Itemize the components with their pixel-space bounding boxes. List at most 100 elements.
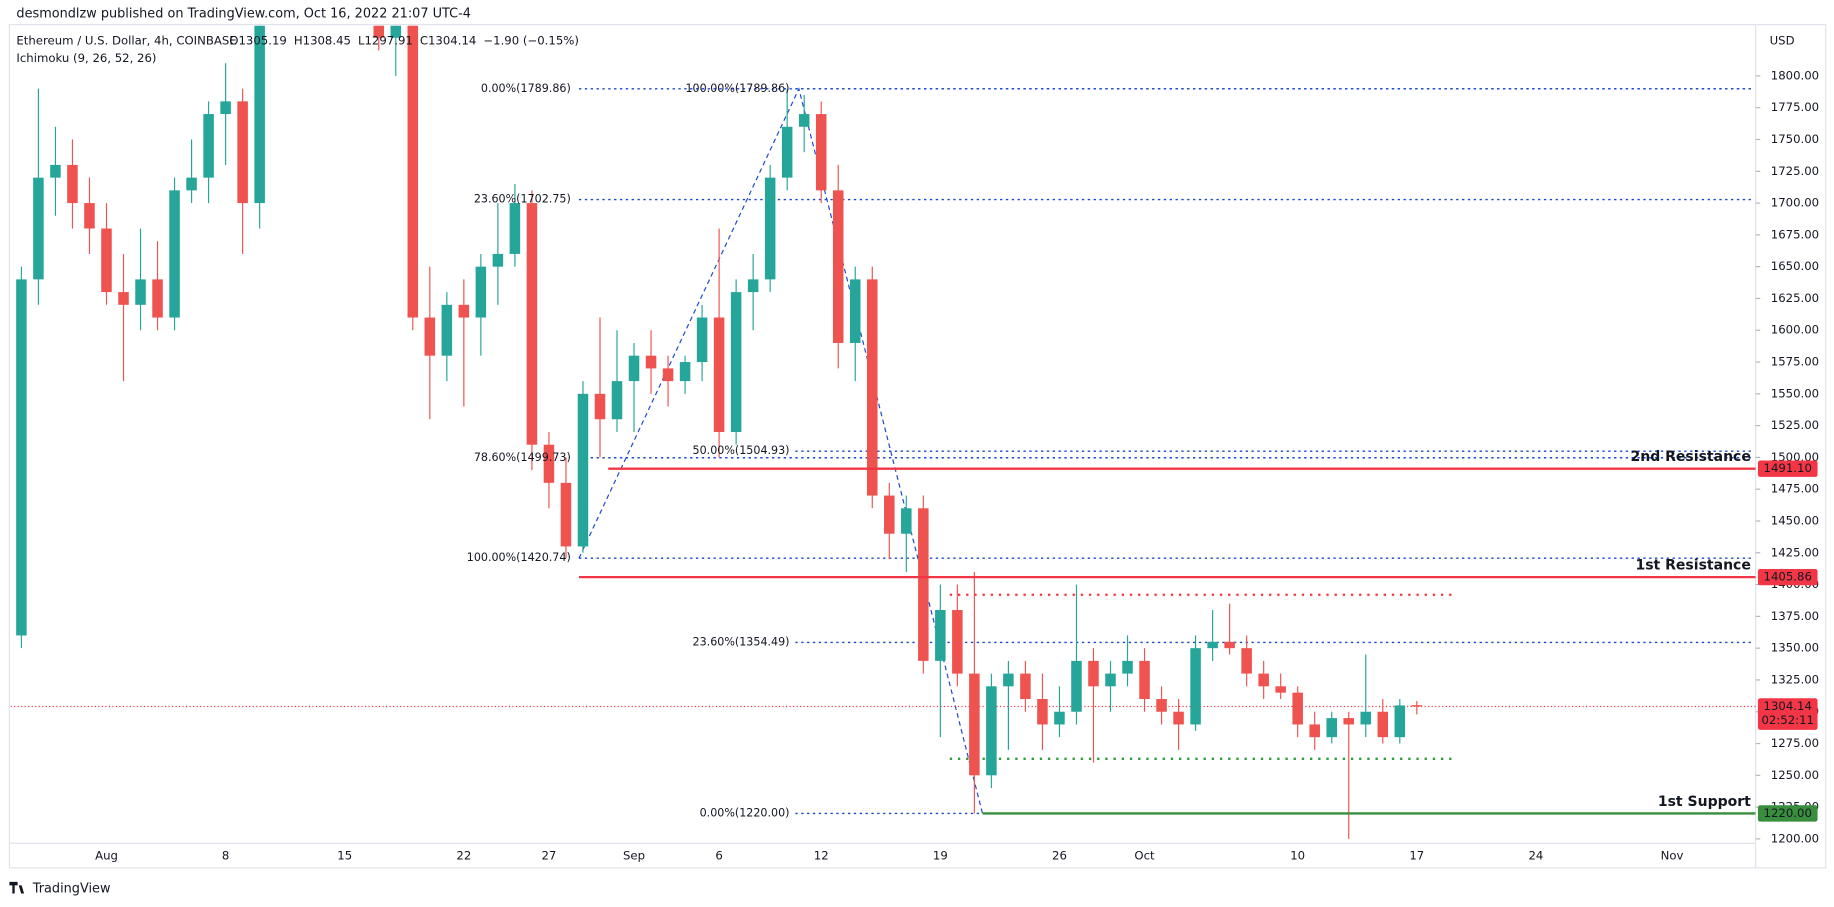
candle-body [1292,692,1303,725]
candle-body [679,362,691,382]
x-tick-label: 6 [715,849,722,863]
candle-body [662,368,674,382]
y-tick-label: 1200.00 [1771,831,1819,845]
candle-body [118,292,129,305]
y-tick-label: 1500.00 [1771,450,1819,464]
price-tag-label: 1491.10 [1764,461,1812,475]
candle-body [237,101,248,204]
candle-body [1275,686,1286,693]
x-tick-label: Aug [95,849,118,863]
ohlc-label: O1305.19 [229,33,287,47]
candle-body [475,266,487,318]
publisher: desmondlzw published on TradingView.com,… [16,7,471,22]
y-tick-label: 1775.00 [1771,100,1819,114]
price-tag [1757,805,1818,822]
y-tick-label: 1675.00 [1771,227,1819,241]
candle-body [1020,673,1031,700]
price-tag [1757,460,1818,477]
y-tick-label: 1650.00 [1771,259,1819,273]
y-tick-label: 1350.00 [1771,641,1819,655]
candle-body [407,25,419,318]
x-tick-label: 24 [1528,849,1543,863]
candle-body [390,25,402,38]
candle-body [781,126,793,178]
candle-body [186,177,197,191]
candle-body [67,164,78,204]
candle-body [815,114,827,191]
candle-body [169,190,180,318]
candle-body [1326,718,1337,738]
candle-body [1105,673,1116,687]
candle-body [1037,699,1048,725]
candle-body [918,508,929,661]
frame [8,23,1827,869]
candle-body [33,177,44,280]
price-tag-label: 1405.86 [1764,570,1812,584]
candle-body [1122,660,1133,674]
candle-body [1241,648,1252,674]
ohlc-label: H1308.45 [294,33,351,47]
candle-body [1207,641,1218,649]
x-tick-label: 12 [814,849,829,863]
y-tick-label: 1700.00 [1771,196,1819,210]
candle-body [594,393,606,420]
y-tick-label: 1475.00 [1771,482,1819,496]
candle-body [747,279,759,293]
y-tick-label: 1325.00 [1771,672,1819,686]
countdown: 02:52:11 [1761,713,1814,727]
fib-label: 78.60%(1499.73) [474,451,571,464]
candle-body [1190,648,1201,725]
candle-body [84,203,95,229]
indicator-label: Ichimoku (9, 26, 52, 26) [16,51,156,65]
y-tick-label: 1450.00 [1771,513,1819,527]
symbol-title: Ethereum / U.S. Dollar, 4h, COINBASE [16,33,236,47]
candle-body [611,381,623,420]
candle-body [560,482,572,547]
x-tick-label: Oct [1134,849,1155,863]
candle-body [1360,711,1372,725]
candle-body [952,610,963,674]
candle-body [1139,660,1150,700]
plot-area [10,25,1756,839]
candle-body [220,101,231,115]
candle-body [509,203,521,254]
candle-body [543,444,555,483]
fib-label: 50.00%(1504.93) [693,444,790,457]
candle-body [867,279,878,496]
candle-body [1411,705,1423,707]
candle-body [101,228,112,293]
fib-label: 23.60%(1702.75) [474,193,571,206]
x-tick-label: 26 [1052,849,1067,863]
candle-body [152,279,163,318]
price-tag [1757,568,1818,586]
level-label: 1st Resistance [1635,557,1750,573]
x-tick-label: 22 [456,849,471,863]
ohlc-label: C1304.14 [420,33,477,47]
level-label: 1st Support [1658,794,1751,810]
candle-body [645,355,657,369]
candle-body [577,393,589,547]
candle-body [526,203,538,445]
fib-label: 0.00%(1789.86) [481,82,571,95]
candle-body [492,253,504,267]
price-tag-label: 1220.00 [1764,806,1812,820]
candle-body [1003,673,1014,687]
x-tick-label: 27 [541,849,556,863]
y-tick-label: 1800.00 [1771,68,1819,82]
candle-body [254,25,265,204]
last-price-tag [1757,698,1818,730]
candle-body [849,279,861,343]
ohlc-label: L1297.91 [358,33,413,47]
brand: TradingView [32,881,111,896]
brand-logo [9,881,25,894]
candle-body [458,304,470,318]
candle-body [1309,724,1320,738]
fib-label: 23.60%(1354.49) [693,635,790,648]
y-tick-label: 1275.00 [1771,736,1819,750]
candle-body [713,317,725,432]
candle-body [1088,660,1099,687]
candle-body [628,355,640,382]
y-tick-label: 1550.00 [1771,386,1819,400]
candle-body [969,673,980,776]
